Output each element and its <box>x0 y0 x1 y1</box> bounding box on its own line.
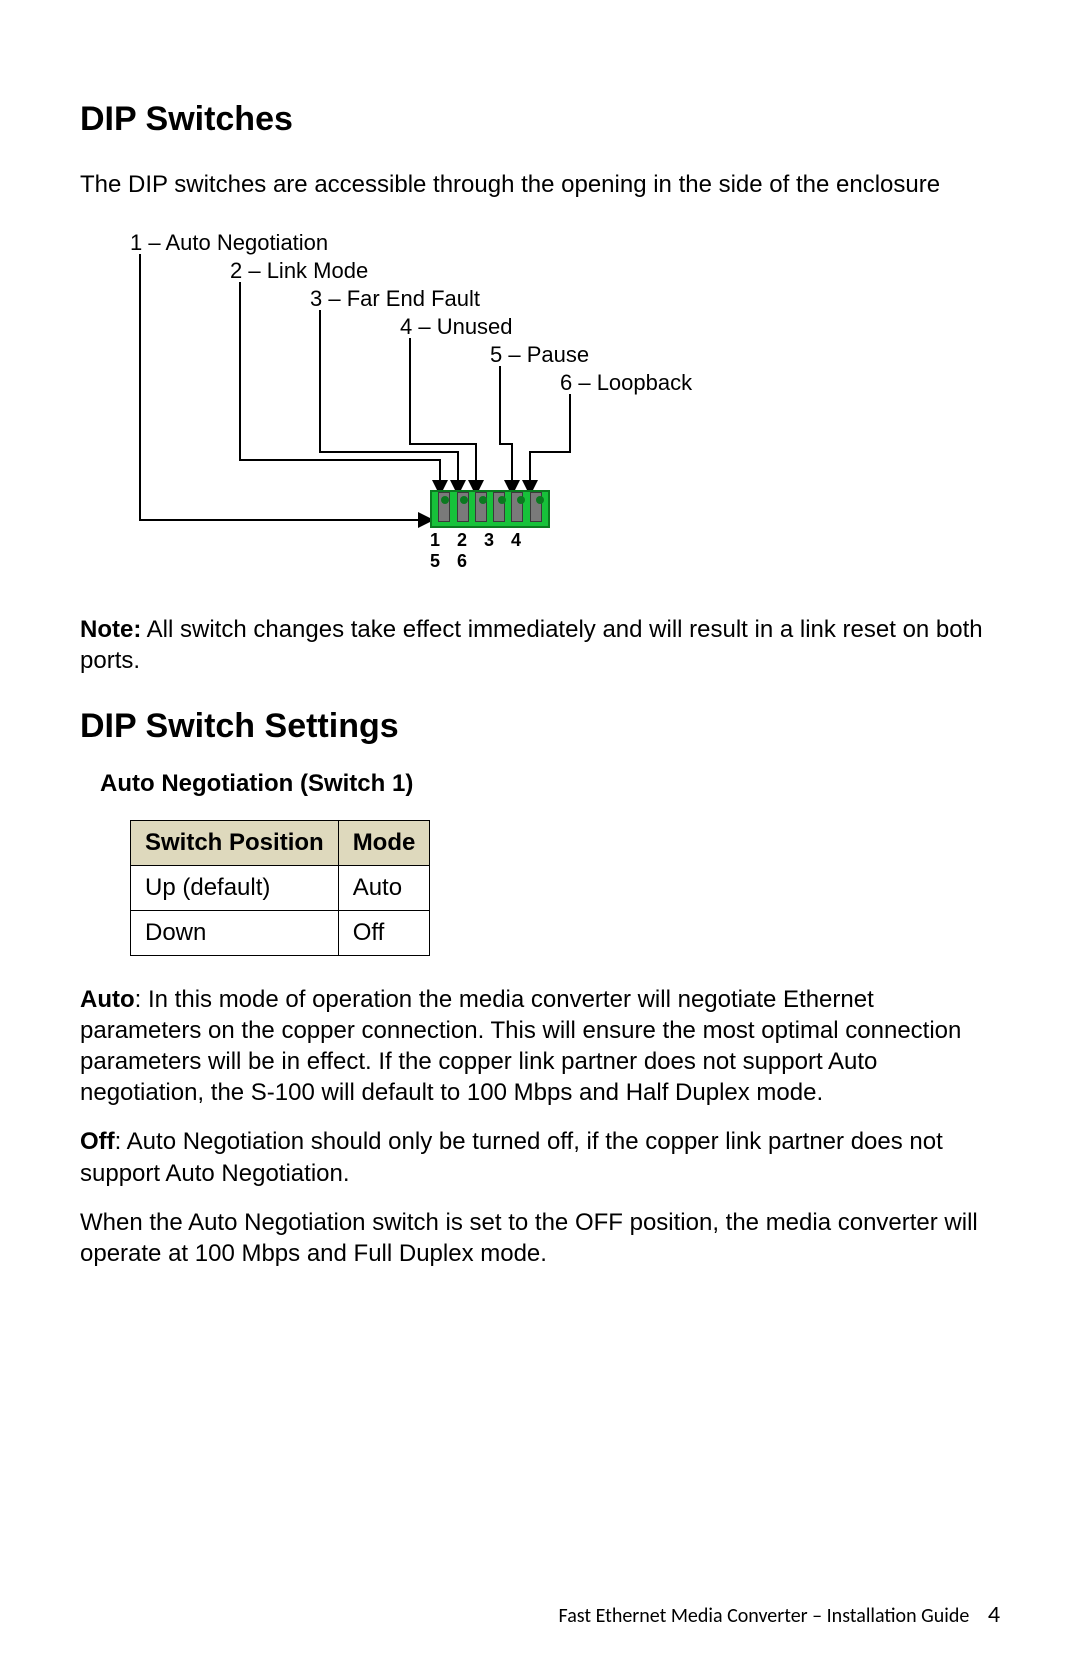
diagram-label-4: 4 – Unused <box>400 314 513 340</box>
table-cell: Up (default) <box>131 865 339 910</box>
page-footer: Fast Ethernet Media Converter – Installa… <box>559 1600 1000 1629</box>
settings-table: Switch Position Mode Up (default) Auto D… <box>130 820 430 956</box>
heading-auto-negotiation: Auto Negotiation (Switch 1) <box>100 770 1000 798</box>
auto-label: Auto <box>80 986 135 1013</box>
table-row: Up (default) Auto <box>131 865 430 910</box>
off-label: Off <box>80 1128 115 1155</box>
auto-text: : In this mode of operation the media co… <box>80 986 961 1107</box>
table-header-switch-position: Switch Position <box>131 820 339 865</box>
heading-dip-switch-settings: DIP Switch Settings <box>80 707 1000 746</box>
off-paragraph: Off: Auto Negotiation should only be tur… <box>80 1126 1000 1188</box>
final-paragraph: When the Auto Negotiation switch is set … <box>80 1207 1000 1269</box>
intro-paragraph: The DIP switches are accessible through … <box>80 169 1000 200</box>
footer-text: Fast Ethernet Media Converter – Installa… <box>559 1604 970 1628</box>
note-text: All switch changes take effect immediate… <box>80 616 983 674</box>
auto-paragraph: Auto: In this mode of operation the medi… <box>80 984 1000 1109</box>
diagram-label-3: 3 – Far End Fault <box>310 286 480 312</box>
off-text: : Auto Negotiation should only be turned… <box>80 1128 943 1186</box>
diagram-label-1: 1 – Auto Negotiation <box>130 230 328 256</box>
heading-dip-switches: DIP Switches <box>80 100 1000 139</box>
dip-switch-block: 1 2 3 4 5 6 <box>430 490 550 560</box>
diagram-label-2: 2 – Link Mode <box>230 258 368 284</box>
table-row: Down Off <box>131 910 430 955</box>
dip-switch-numbers: 1 2 3 4 5 6 <box>430 530 550 572</box>
table-cell: Off <box>338 910 430 955</box>
dip-switch-body <box>430 490 550 528</box>
note-paragraph: Note: All switch changes take effect imm… <box>80 614 1000 676</box>
note-label: Note: <box>80 616 141 643</box>
table-header-mode: Mode <box>338 820 430 865</box>
diagram-label-6: 6 – Loopback <box>560 370 692 396</box>
table-cell: Down <box>131 910 339 955</box>
page: DIP Switches The DIP switches are access… <box>0 0 1080 1669</box>
diagram-label-5: 5 – Pause <box>490 342 589 368</box>
table-header-row: Switch Position Mode <box>131 820 430 865</box>
footer-page-number: 4 <box>988 1600 1000 1629</box>
dip-switch-diagram: 1 – Auto Negotiation 2 – Link Mode 3 – F… <box>100 230 740 600</box>
table-cell: Auto <box>338 865 430 910</box>
